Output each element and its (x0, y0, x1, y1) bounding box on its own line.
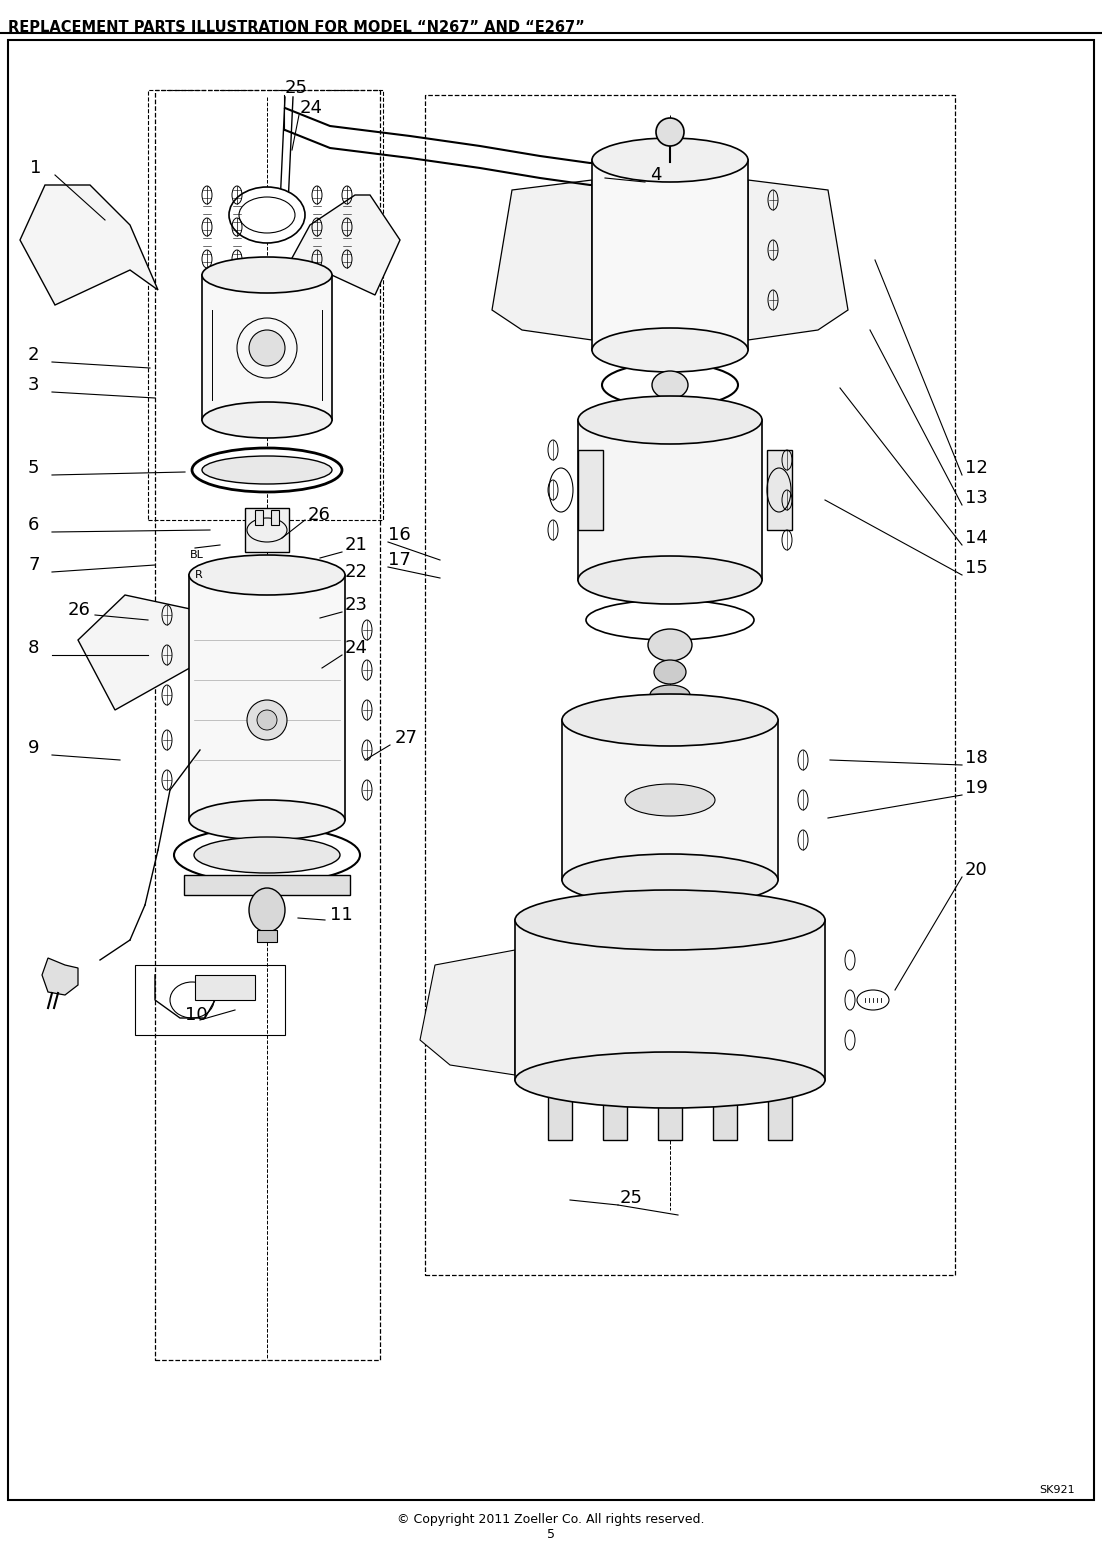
Ellipse shape (249, 330, 285, 367)
Text: 26: 26 (68, 600, 90, 619)
Ellipse shape (174, 828, 360, 883)
Ellipse shape (592, 328, 748, 371)
Ellipse shape (249, 888, 285, 931)
Bar (136, 965, 285, 1035)
Text: 20: 20 (965, 862, 987, 879)
Bar (271, 511, 279, 524)
Text: 5: 5 (28, 459, 40, 476)
Text: REPLACEMENT PARTS ILLUSTRATION FOR MODEL “N267” AND “E267”: REPLACEMENT PARTS ILLUSTRATION FOR MODEL… (8, 20, 585, 36)
Bar (190, 575, 345, 820)
Bar (767, 450, 792, 531)
Text: 12: 12 (965, 459, 987, 476)
Polygon shape (491, 179, 592, 340)
Text: 27: 27 (395, 729, 418, 747)
Bar (202, 275, 332, 419)
Text: 14: 14 (965, 529, 987, 548)
Text: 23: 23 (345, 596, 368, 614)
Ellipse shape (625, 784, 715, 815)
Bar (425, 94, 955, 1275)
Ellipse shape (648, 630, 692, 661)
Bar (658, 1080, 682, 1140)
Ellipse shape (579, 555, 761, 603)
Text: BL: BL (190, 551, 204, 560)
Ellipse shape (257, 710, 277, 730)
Text: 2: 2 (28, 347, 40, 364)
Text: SK921: SK921 (1039, 1485, 1074, 1494)
Text: 13: 13 (965, 489, 987, 507)
Bar (255, 511, 263, 524)
Ellipse shape (202, 402, 332, 438)
Ellipse shape (579, 396, 761, 444)
Ellipse shape (229, 187, 305, 243)
Ellipse shape (653, 661, 687, 684)
Text: 6: 6 (28, 517, 40, 534)
Bar (257, 930, 277, 942)
Ellipse shape (202, 456, 332, 484)
Bar (768, 1080, 792, 1140)
Text: © Copyright 2011 Zoeller Co. All rights reserved.: © Copyright 2011 Zoeller Co. All rights … (397, 1513, 705, 1527)
Polygon shape (280, 195, 400, 295)
Text: 1: 1 (30, 159, 42, 176)
Bar (195, 975, 255, 999)
Text: 25: 25 (285, 79, 307, 97)
Text: 19: 19 (965, 780, 987, 797)
Ellipse shape (650, 685, 690, 705)
Text: 17: 17 (388, 551, 411, 569)
Ellipse shape (190, 800, 345, 840)
Text: 21: 21 (345, 535, 368, 554)
Text: 24: 24 (300, 99, 323, 118)
Text: 15: 15 (965, 558, 987, 577)
Ellipse shape (515, 890, 825, 950)
Text: 25: 25 (620, 1190, 642, 1207)
Text: 3: 3 (28, 376, 40, 394)
Bar (713, 1080, 737, 1140)
Bar (148, 90, 383, 520)
Bar (515, 920, 825, 1080)
Text: 4: 4 (650, 166, 661, 184)
Text: 16: 16 (388, 526, 411, 545)
Text: 10: 10 (185, 1006, 207, 1024)
Text: 26: 26 (307, 506, 331, 524)
Ellipse shape (562, 695, 778, 746)
Bar (548, 1080, 572, 1140)
Polygon shape (748, 179, 849, 340)
Polygon shape (78, 596, 215, 710)
Ellipse shape (515, 1052, 825, 1108)
Bar (562, 719, 778, 880)
Text: 24: 24 (345, 639, 368, 657)
Ellipse shape (192, 449, 342, 492)
Text: 9: 9 (28, 739, 40, 756)
Bar (245, 507, 289, 552)
Bar (184, 876, 350, 896)
Bar (579, 450, 603, 531)
Text: 18: 18 (965, 749, 987, 767)
Text: 5: 5 (547, 1528, 555, 1541)
Ellipse shape (602, 364, 738, 407)
Ellipse shape (656, 118, 684, 145)
Bar (155, 90, 380, 1360)
Text: 11: 11 (329, 907, 353, 924)
Polygon shape (42, 958, 78, 995)
Ellipse shape (247, 699, 287, 739)
Text: 7: 7 (28, 555, 40, 574)
Ellipse shape (652, 371, 688, 399)
Text: R: R (195, 569, 203, 580)
Text: 22: 22 (345, 563, 368, 582)
Polygon shape (20, 186, 158, 305)
Bar (579, 419, 761, 580)
Ellipse shape (194, 837, 341, 873)
Ellipse shape (586, 600, 754, 640)
Ellipse shape (562, 854, 778, 907)
Polygon shape (420, 950, 515, 1075)
Bar (592, 159, 748, 350)
Text: 8: 8 (28, 639, 40, 657)
Bar (603, 1080, 627, 1140)
Ellipse shape (592, 138, 748, 183)
Ellipse shape (202, 257, 332, 292)
Ellipse shape (190, 555, 345, 596)
